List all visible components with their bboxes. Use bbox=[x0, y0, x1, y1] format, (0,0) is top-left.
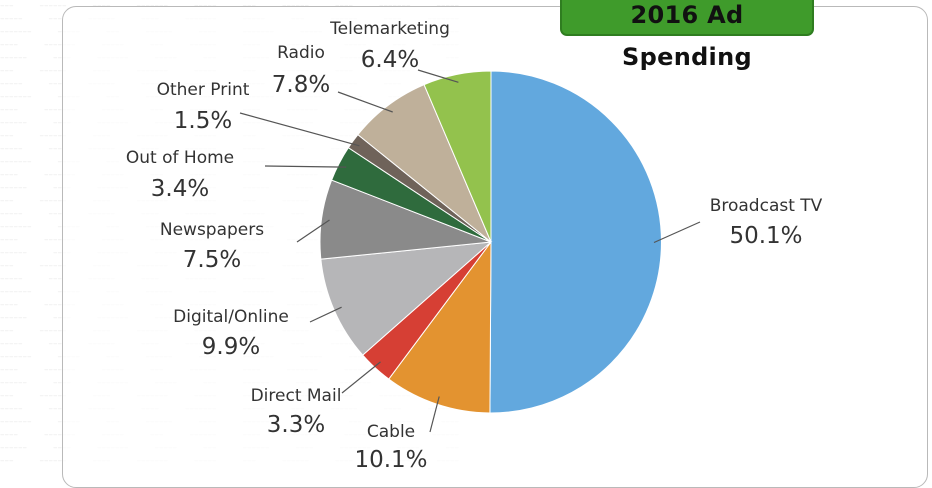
leader-line bbox=[653, 221, 701, 244]
value-label: 3.4% bbox=[151, 176, 209, 202]
value-label: 7.5% bbox=[183, 247, 241, 273]
value-label: 3.3% bbox=[267, 412, 325, 438]
pie-slice-broadcast-tv bbox=[489, 70, 662, 414]
leader-line bbox=[239, 112, 360, 147]
category-label: Direct Mail bbox=[251, 386, 342, 406]
category-label: Broadcast TV bbox=[710, 196, 823, 216]
leader-line bbox=[337, 91, 393, 113]
category-label: Telemarketing bbox=[329, 19, 450, 39]
pie-chart: Broadcast TV 50.1% Cable 10.1% Direct Mail 3.… bbox=[126, 19, 823, 470]
leader-line bbox=[417, 69, 459, 83]
value-label: 10.1% bbox=[354, 447, 427, 470]
leader-line bbox=[296, 219, 330, 243]
category-label: Cable bbox=[367, 422, 415, 442]
leader-line bbox=[429, 396, 440, 433]
category-label: Out of Home bbox=[126, 148, 234, 168]
chart-title: 2016 Ad Spending bbox=[560, 0, 814, 71]
value-label: 6.4% bbox=[361, 47, 419, 73]
category-label: Other Print bbox=[157, 80, 250, 100]
leader-line bbox=[309, 306, 342, 323]
value-label: 7.8% bbox=[272, 72, 330, 98]
value-label: 9.9% bbox=[202, 334, 260, 360]
leader-line bbox=[264, 165, 347, 168]
category-label: Digital/Online bbox=[173, 307, 289, 327]
value-label: 50.1% bbox=[729, 223, 802, 249]
value-label: 1.5% bbox=[174, 108, 232, 134]
leader-line bbox=[341, 361, 381, 394]
pie-slice-telemarketing bbox=[423, 70, 492, 243]
category-label: Radio bbox=[277, 43, 325, 63]
category-label: Newspapers bbox=[160, 220, 264, 240]
